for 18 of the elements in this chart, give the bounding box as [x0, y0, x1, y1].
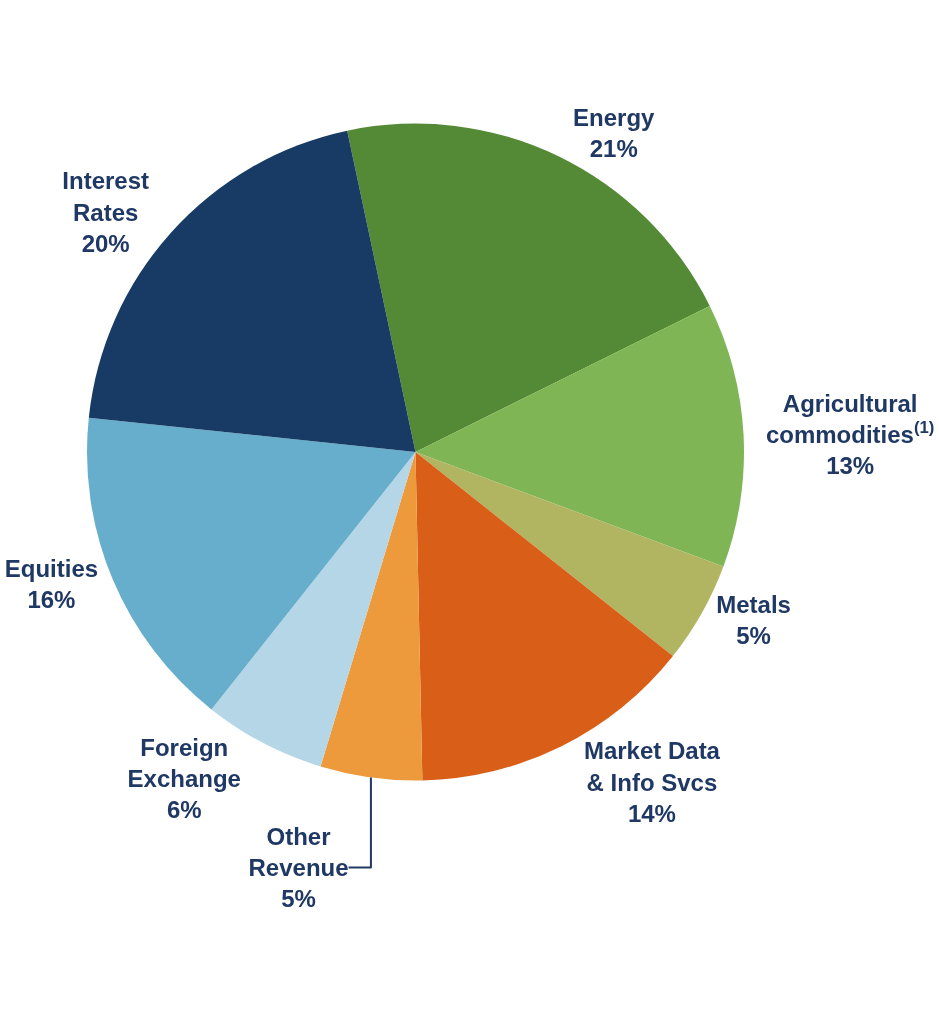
- slice-label: Equities: [4, 554, 99, 582]
- slice-label: Market Data & Info Svcs: [583, 737, 721, 796]
- data-label: 5%: [281, 885, 316, 913]
- slice-label: Energy: [573, 103, 656, 131]
- data-label: 5%: [736, 622, 771, 650]
- data-label: 16%: [27, 585, 76, 613]
- data-label: 14%: [627, 799, 676, 827]
- data-label: 13%: [826, 452, 875, 480]
- slice-label: Foreign Exchange: [127, 733, 241, 792]
- pie-slice: [320, 452, 423, 781]
- slice-label: Agricultural commodities$^{(1)}$: [765, 389, 935, 449]
- slice-label: Metals: [716, 591, 791, 619]
- data-label: 6%: [166, 795, 202, 823]
- slice-label: Interest Rates: [62, 167, 150, 226]
- pie-slice: [415, 305, 744, 567]
- data-label: 21%: [589, 134, 638, 162]
- data-label: 20%: [81, 229, 130, 257]
- slice-label: Other Revenue: [248, 822, 349, 882]
